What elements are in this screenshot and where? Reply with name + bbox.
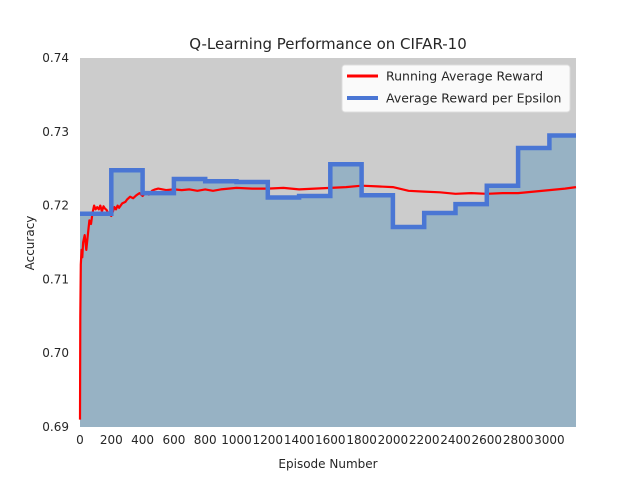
x-axis-ticks: 0 200 400 600 800 1000 1200 1400 1600 1800 2000 220…	[76, 433, 564, 447]
x-axis-label: Episode Number	[278, 457, 377, 471]
x-tick-label: 400	[131, 433, 154, 447]
y-tick-label: 0.70	[42, 346, 69, 360]
legend-box	[341, 64, 571, 113]
y-tick-label: 0.74	[42, 51, 69, 65]
x-tick-label: 200	[100, 433, 123, 447]
x-tick-label: 3000	[534, 433, 565, 447]
x-tick-label: 2600	[472, 433, 503, 447]
x-tick-label: 800	[194, 433, 217, 447]
chart-title: Q-Learning Performance on CIFAR-10	[189, 35, 467, 53]
x-tick-label: 1200	[253, 433, 284, 447]
legend-label-epsilon: Average Reward per Epsilon	[386, 91, 561, 106]
y-axis-ticks: 0.69 0.70 0.71 0.72 0.73 0.74	[42, 51, 69, 434]
x-tick-label: 2800	[503, 433, 534, 447]
epsilon-step-line	[80, 133, 576, 230]
x-tick-label: 1800	[346, 433, 377, 447]
y-tick-label: 0.69	[42, 420, 69, 434]
epsilon-area-fill	[80, 135, 576, 427]
x-tick-label: 1000	[221, 433, 252, 447]
y-tick-label: 0.73	[42, 125, 69, 139]
x-tick-label: 1400	[284, 433, 315, 447]
legend-label-running: Running Average Reward	[386, 69, 543, 84]
x-tick-label: 2200	[409, 433, 440, 447]
x-tick-label: 0	[76, 433, 84, 447]
y-axis-label: Accuracy	[23, 216, 37, 271]
x-tick-label: 2400	[440, 433, 471, 447]
y-tick-label: 0.71	[42, 272, 69, 286]
x-tick-label: 2000	[378, 433, 409, 447]
y-tick-label: 0.72	[42, 199, 69, 213]
x-tick-label: 600	[162, 433, 185, 447]
legend: Running Average Reward Average Reward pe…	[341, 64, 571, 113]
x-tick-label: 1600	[315, 433, 346, 447]
